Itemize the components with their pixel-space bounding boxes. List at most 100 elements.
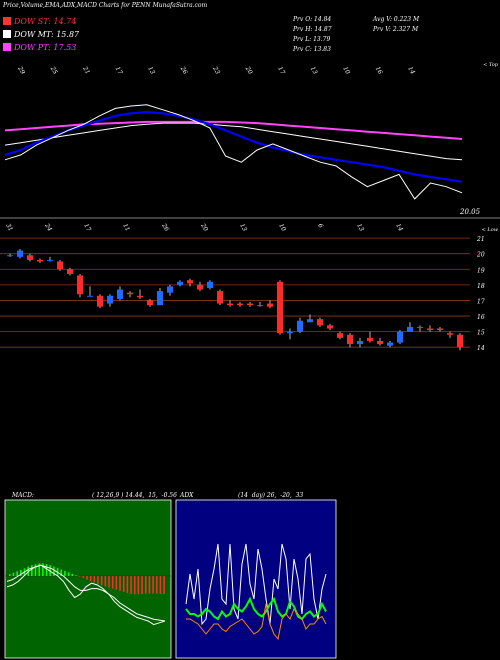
price-candle [447,333,453,335]
macd-histogram-bar [155,576,158,594]
bottom-date-label: 20 [199,222,209,233]
legend-dow-mt: DOW MT: 15.87 [3,30,79,39]
price-candle [417,326,423,328]
stat-close: Prv C: 13.83 [293,46,331,53]
price-candle [107,295,113,304]
macd-histogram-bar [67,572,70,576]
stat-avg-volume: Avg V: 0.223 M [373,16,420,23]
macd-histogram-bar [100,576,103,586]
stat-high: Prv H: 14.87 [293,26,332,33]
macd-histogram-bar [130,576,132,594]
adx-panel-params: (14 day) 26, -20, 33 [238,492,304,499]
macd-histogram-bar [115,576,118,590]
price-candle [297,320,303,332]
price-candle [407,326,413,332]
top-right-label: < Top [483,62,499,68]
macd-histogram-bar [64,570,66,576]
price-level-label: 21 [476,236,485,243]
top-date-label: 20 [243,65,253,76]
bottom-date-label: 11 [121,223,131,233]
price-candle [317,319,323,326]
macd-histogram-bar [111,576,114,589]
stat-low: Prv L: 13.79 [293,36,331,43]
adx-line-3 [186,603,327,641]
volume-stats: Avg V: 0.223 M Prv V: 2.327 M [373,16,419,36]
top-date-label: 10 [341,66,351,76]
stat-prev-volume: Prv V: 2.327 M [373,26,419,33]
bottom-right-label: < Low [482,227,499,233]
legend-label-pt: DOW PT: 17.53 [14,43,77,52]
top-date-label: 25 [48,65,58,76]
bottom-date-label: 13 [355,223,365,233]
macd-histogram-bar [163,576,165,594]
macd-histogram-bar [93,576,96,583]
macd-histogram-bar [78,576,81,577]
macd-line-1 [6,564,166,626]
price-level-label: 15 [477,330,485,337]
top-date-label: 13 [146,66,156,76]
macd-panel-params: ( 12,26,9 ) 14.44, 15, -0.56 [92,492,177,499]
macd-histogram-bar [137,576,140,595]
price-level-label: 18 [477,283,485,290]
price-candle [427,328,433,331]
macd-histogram-bar [141,576,143,594]
bottom-date-label: 26 [160,222,170,233]
price-level-label: 14 [477,345,485,352]
macd-histogram-bar [89,576,92,582]
price-candle [197,284,203,290]
price-candle [97,295,103,307]
price-candle [387,342,393,346]
macd-histogram-bar [16,571,18,576]
macd-histogram-bar [122,576,125,592]
bottom-date-label: 31 [4,223,14,233]
ema-series-line-2 [4,122,463,161]
top-date-label: 17 [276,66,286,76]
macd-histogram-bar [31,565,33,576]
macd-histogram-bar [104,576,107,587]
top-date-label: 29 [16,65,26,76]
macd-histogram-bar [97,576,99,584]
price-level-label: 19 [477,267,485,274]
adx-panel-title: ADX [180,492,194,499]
ema-series-line-4 [4,104,463,200]
stat-open: Prv O: 14.84 [293,16,332,23]
top-date-label: 26 [178,65,188,76]
top-date-label: 14 [406,66,416,76]
price-candle [77,275,83,295]
price-candle [227,303,233,306]
macd-histogram-bar [108,576,110,588]
macd-histogram-bar [133,576,136,595]
price-candle [137,295,143,298]
price-candle [437,328,443,331]
price-candle [357,340,363,345]
top-date-label: 21 [81,65,91,76]
legend-dow-st: DOW ST: 14.74 [3,17,76,26]
ema-series-line-3 [4,110,463,183]
price-candle [207,281,213,288]
price-candle [187,280,193,284]
price-candle [127,292,133,295]
price-candle [267,303,273,307]
bottom-date-label: 17 [82,223,92,233]
macd-histogram-bar [126,576,129,593]
macd-histogram-bar [144,576,147,594]
ema-series-line-1 [4,120,463,140]
legend-label-mt: DOW MT: 15.87 [14,30,80,39]
price-candle [87,295,93,297]
ema-value-label: 20.05 [459,208,481,216]
macd-histogram-bar [119,576,121,591]
top-date-label: 23 [211,65,221,76]
macd-histogram-bar [9,574,11,576]
price-candle [167,286,173,293]
macd-histogram-bar [71,573,74,576]
price-candle [177,281,183,285]
price-candle [337,333,343,338]
bottom-date-label: 10 [277,223,287,233]
price-candle [67,269,73,274]
macd-histogram-bar [34,564,37,576]
price-candle [7,255,13,257]
macd-histogram-bar [53,566,55,576]
price-candle [457,334,463,348]
macd-histogram-bar [75,575,77,576]
price-candle [257,305,263,307]
